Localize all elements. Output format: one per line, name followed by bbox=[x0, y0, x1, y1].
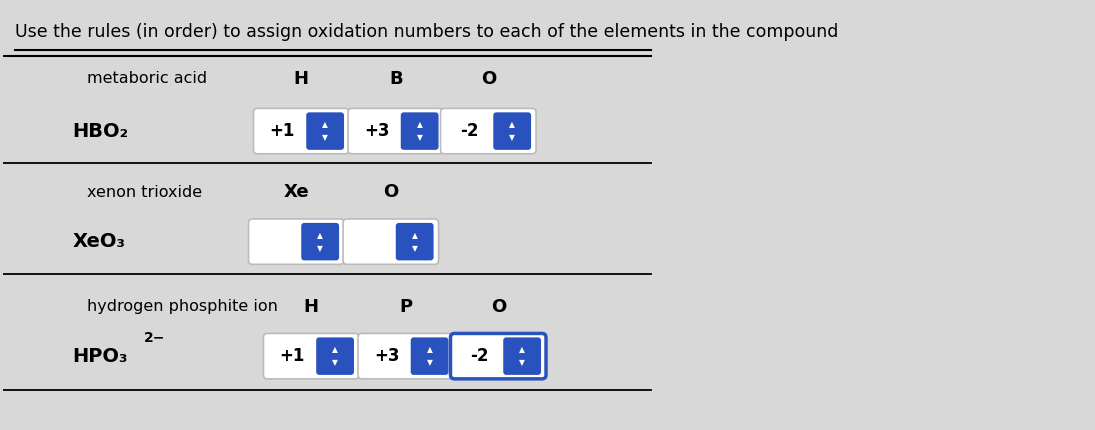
Text: P: P bbox=[400, 298, 413, 316]
Text: ▼: ▼ bbox=[318, 243, 323, 252]
FancyBboxPatch shape bbox=[504, 338, 541, 375]
Text: ▼: ▼ bbox=[427, 358, 433, 367]
Text: +1: +1 bbox=[269, 122, 295, 140]
FancyBboxPatch shape bbox=[264, 333, 359, 379]
Text: ▲: ▲ bbox=[519, 345, 526, 354]
FancyBboxPatch shape bbox=[450, 333, 546, 379]
Text: ▼: ▼ bbox=[322, 133, 328, 142]
Text: O: O bbox=[383, 183, 399, 201]
Text: ▲: ▲ bbox=[412, 231, 417, 240]
FancyBboxPatch shape bbox=[358, 333, 453, 379]
Text: 2−: 2− bbox=[145, 332, 165, 345]
FancyBboxPatch shape bbox=[307, 112, 344, 150]
Text: ▼: ▼ bbox=[509, 133, 515, 142]
FancyBboxPatch shape bbox=[343, 219, 439, 264]
FancyBboxPatch shape bbox=[493, 112, 531, 150]
Text: +3: +3 bbox=[374, 347, 400, 365]
Text: XeO₃: XeO₃ bbox=[72, 232, 125, 251]
FancyBboxPatch shape bbox=[401, 112, 439, 150]
Text: -2: -2 bbox=[470, 347, 488, 365]
FancyBboxPatch shape bbox=[348, 108, 443, 154]
Text: +3: +3 bbox=[365, 122, 390, 140]
Text: ▲: ▲ bbox=[332, 345, 338, 354]
Text: ▼: ▼ bbox=[412, 243, 417, 252]
Text: H: H bbox=[303, 298, 319, 316]
Text: HBO₂: HBO₂ bbox=[72, 122, 128, 141]
Text: HPO₃: HPO₃ bbox=[72, 347, 128, 366]
Text: ▲: ▲ bbox=[427, 345, 433, 354]
Text: +1: +1 bbox=[279, 347, 306, 365]
Text: B: B bbox=[389, 70, 403, 88]
Text: O: O bbox=[491, 298, 506, 316]
Text: ▼: ▼ bbox=[417, 133, 423, 142]
Text: ▲: ▲ bbox=[509, 120, 515, 129]
Text: hydrogen phosphite ion: hydrogen phosphite ion bbox=[88, 299, 278, 314]
Text: metaboric acid: metaboric acid bbox=[88, 71, 207, 86]
FancyBboxPatch shape bbox=[249, 219, 344, 264]
Text: ▲: ▲ bbox=[417, 120, 423, 129]
FancyBboxPatch shape bbox=[254, 108, 349, 154]
Text: Xe: Xe bbox=[284, 183, 309, 201]
FancyBboxPatch shape bbox=[395, 223, 434, 261]
Text: ▲: ▲ bbox=[318, 231, 323, 240]
Text: Use the rules (in order) to assign oxidation numbers to each of the elements in : Use the rules (in order) to assign oxida… bbox=[14, 22, 838, 40]
FancyBboxPatch shape bbox=[316, 338, 354, 375]
FancyBboxPatch shape bbox=[301, 223, 339, 261]
Text: -2: -2 bbox=[460, 122, 479, 140]
Text: H: H bbox=[293, 70, 309, 88]
Text: xenon trioxide: xenon trioxide bbox=[88, 185, 203, 200]
Text: O: O bbox=[481, 70, 496, 88]
FancyBboxPatch shape bbox=[440, 108, 537, 154]
FancyBboxPatch shape bbox=[411, 338, 449, 375]
Text: ▼: ▼ bbox=[332, 358, 338, 367]
Text: ▲: ▲ bbox=[322, 120, 328, 129]
Text: ▼: ▼ bbox=[519, 358, 526, 367]
